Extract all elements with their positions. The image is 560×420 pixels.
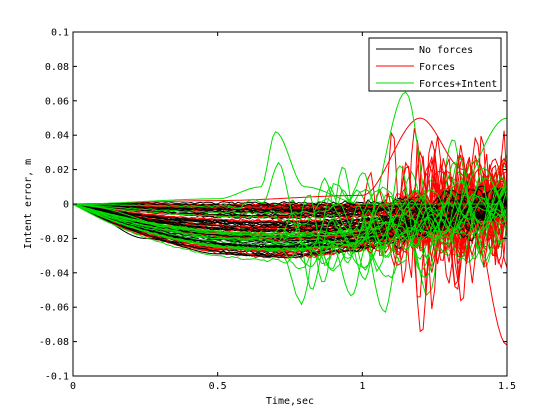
y-tick-label: -0.04 <box>39 268 69 279</box>
y-tick-label: -0.06 <box>39 303 69 314</box>
x-tick-label: 1 <box>359 381 365 392</box>
series-forces-intent-trace <box>73 161 507 248</box>
x-tick-label: 1.5 <box>498 381 516 392</box>
x-tick-label: 0.5 <box>209 381 227 392</box>
y-axis-label: Intent error, m <box>23 159 34 249</box>
y-tick-label: -0.02 <box>39 234 69 245</box>
series-no-forces-trace <box>73 199 507 226</box>
series-forces-intent-trace <box>73 180 507 297</box>
series-forces-trace <box>73 158 507 265</box>
y-tick-label: -0.08 <box>39 337 69 348</box>
legend-box <box>368 37 502 92</box>
y-tick-label: 0 <box>63 200 69 211</box>
series-layer <box>73 91 507 346</box>
series-forces-intent-trace <box>73 177 507 242</box>
x-tick-label: 0 <box>70 381 76 392</box>
legend-label-forces: Forces <box>419 62 455 73</box>
y-tick-label: 0.04 <box>45 131 69 142</box>
series-forces-intent-key-trace <box>73 91 507 239</box>
y-tick-label: 0.02 <box>45 165 69 176</box>
series-forces-intent-key-trace <box>73 131 507 205</box>
y-tick-label: -0.1 <box>45 372 69 383</box>
y-tick-label: 0.08 <box>45 62 69 73</box>
series-forces-intent-trace <box>73 203 507 251</box>
legend: No forces Forces Forces+Intent <box>368 37 502 92</box>
series-forces-intent-trace <box>73 190 507 251</box>
legend-label-no-forces: No forces <box>419 45 473 56</box>
y-tick-label: 0.1 <box>51 28 69 39</box>
y-tick-label: 0.06 <box>45 96 69 107</box>
legend-label-forces-intent: Forces+Intent <box>419 79 497 90</box>
x-axis-label: Time,sec <box>266 396 314 407</box>
ticks-layer: 0 0.5 1 1.5 -0.1 -0.08 -0.06 -0.04 -0.02 0 0.02 0.0… <box>39 28 516 393</box>
series-forces-intent-trace <box>73 186 507 259</box>
series-no-forces-key-trace <box>73 203 507 258</box>
series-forces-intent-trace <box>73 186 507 248</box>
series-forces-key-trace <box>73 117 507 346</box>
